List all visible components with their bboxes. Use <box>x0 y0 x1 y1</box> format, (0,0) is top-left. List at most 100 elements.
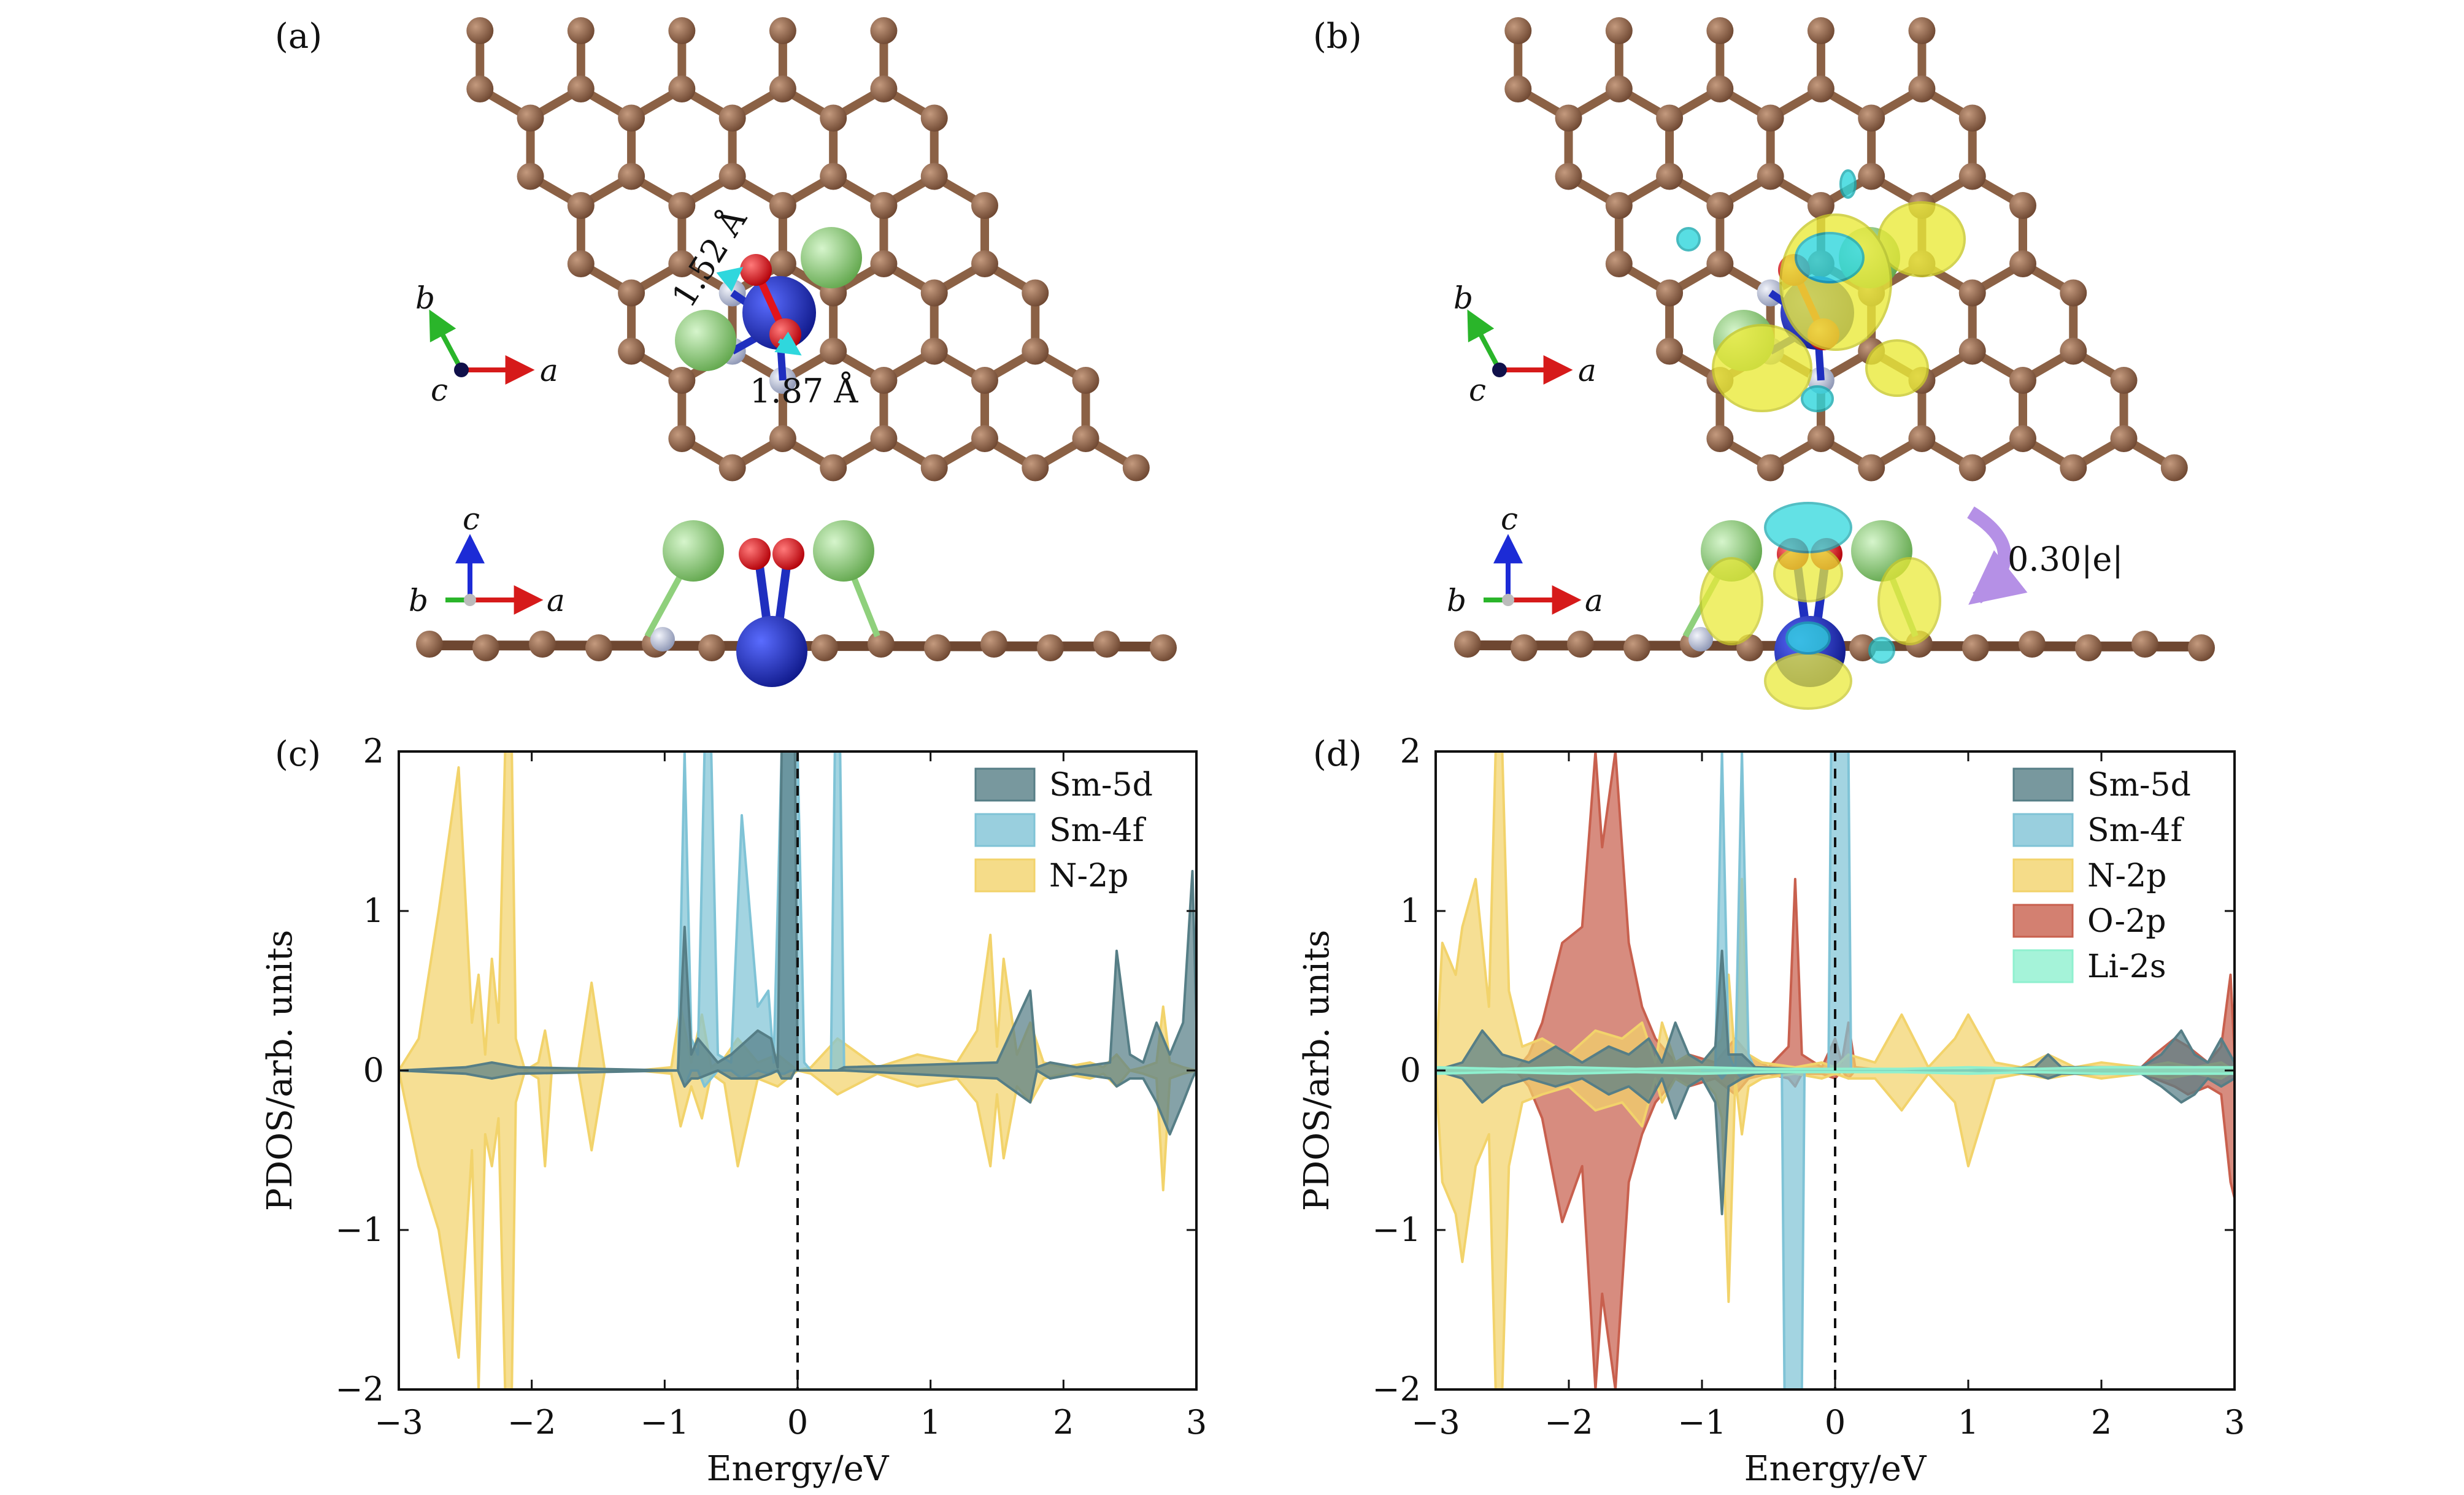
axis-triad-top: a b c <box>1453 280 1596 408</box>
nitrogen-atom-side <box>1688 627 1713 651</box>
legend-label: Sm-4f <box>1049 812 1147 849</box>
carbon-atom <box>2060 279 2087 307</box>
panel-label-c: (c) <box>275 734 321 774</box>
carbon-atom <box>820 337 847 365</box>
carbon-atom <box>1656 279 1684 307</box>
carbon-atom <box>1022 454 1049 482</box>
carbon-atom <box>1958 279 1986 307</box>
carbon-atom <box>1858 454 1885 482</box>
carbon-atom <box>567 75 595 102</box>
carbon-atom <box>870 367 898 394</box>
carbon-atom <box>1958 104 1986 132</box>
y-axis-label: PDOS/arb. units <box>260 930 300 1212</box>
carbon-atom <box>2160 454 2188 482</box>
bond-arrow <box>716 267 744 292</box>
isosurface-positive <box>1712 324 1812 412</box>
carbon-atom <box>618 163 645 190</box>
legend: Sm-5d Sm-4f N-2p O-2p Li-2s <box>2012 767 2191 985</box>
carbon-atom <box>668 17 696 44</box>
a-axis-letter-side: a <box>1585 583 1603 618</box>
y-tick-label: −1 <box>335 1210 384 1249</box>
carbon-atom-side <box>1511 634 1538 661</box>
carbon-atom <box>971 425 998 452</box>
carbon-atom <box>2060 337 2087 365</box>
carbon-atom <box>618 104 645 132</box>
carbon-atom <box>618 337 645 365</box>
isosurface-negative-side <box>1764 502 1852 553</box>
series-area-sm-5d <box>1436 950 2235 1215</box>
y-tick-label: 1 <box>1400 891 1421 930</box>
b-axis-arrow <box>1467 309 1502 371</box>
x-tick-label: 1 <box>920 1403 941 1442</box>
carbon-atom <box>567 17 595 44</box>
carbon-atom <box>920 337 948 365</box>
carbon-atom <box>2110 367 2138 394</box>
carbon-atom <box>618 279 645 307</box>
carbon-atom <box>1504 17 1532 44</box>
carbon-atom <box>769 17 796 44</box>
carbon-atom <box>769 192 796 219</box>
carbon-atom <box>668 250 696 277</box>
carbon-atom <box>1122 454 1150 482</box>
y-tick-label: 2 <box>363 732 384 771</box>
legend-swatch <box>2012 949 2074 983</box>
x-tick-label: 2 <box>2091 1403 2112 1442</box>
y-tick-label: −2 <box>1372 1370 1421 1409</box>
carbon-atom <box>1908 17 1936 44</box>
charge-density-isosurface <box>1676 169 1966 412</box>
panel-label-a: (a) <box>275 17 322 56</box>
isosurface-negative <box>1795 232 1865 283</box>
panel-label-b: (b) <box>1313 17 1362 56</box>
carbon-atom <box>2110 425 2138 452</box>
b-axis-letter: b <box>415 280 435 316</box>
samarium-atom-side <box>736 616 807 687</box>
legend: Sm-5d Sm-4f N-2p <box>974 767 1153 894</box>
c-axis-letter: c <box>431 372 448 408</box>
charge-transfer-label: 0.30|e| <box>2008 540 2123 578</box>
carbon-atom <box>668 75 696 102</box>
y-tick-label: −2 <box>335 1370 384 1409</box>
axis-triad-side: a c b <box>409 501 565 618</box>
carbon-atom <box>718 104 746 132</box>
carbon-atom <box>517 104 544 132</box>
a-axis-letter-side: a <box>547 583 565 618</box>
carbon-atom <box>870 192 898 219</box>
adsorbate <box>675 227 862 381</box>
carbon-atom <box>1656 104 1684 132</box>
oxygen-atom-side <box>739 538 771 570</box>
carbon-atom <box>1706 192 1734 219</box>
carbon-atom-side <box>2131 631 2158 658</box>
carbon-atom <box>718 163 746 190</box>
a-axis-letter: a <box>540 353 558 388</box>
b-axis-letter-side: b <box>1447 583 1466 618</box>
carbon-atom <box>668 367 696 394</box>
carbon-atom-side <box>811 634 838 661</box>
carbon-atom <box>769 75 796 102</box>
legend-label: O-2p <box>2087 903 2166 940</box>
legend-label: N-2p <box>1049 858 1128 894</box>
carbon-atom <box>1807 425 1835 452</box>
carbon-atom-side <box>868 631 895 658</box>
carbon-atom <box>820 454 847 482</box>
y-tick-label: 1 <box>363 891 384 930</box>
x-axis-label: Energy/eV <box>1744 1449 1927 1489</box>
origin-dot <box>1502 594 1514 606</box>
y-tick-label: 0 <box>1400 1051 1421 1090</box>
carbon-atom <box>2009 367 2036 394</box>
carbon-atom-side <box>1150 634 1177 661</box>
carbon-atom <box>971 192 998 219</box>
carbon-atom <box>517 163 544 190</box>
carbon-atom <box>1858 104 1885 132</box>
y-tick-label: 0 <box>363 1051 384 1090</box>
carbon-atom <box>1908 75 1936 102</box>
carbon-atom <box>2009 192 2036 219</box>
carbon-atom-side <box>1454 631 1481 658</box>
isosurface-negative-side <box>1868 637 1895 664</box>
series-area-sm-5d <box>399 751 1196 1136</box>
charge-density-isosurface-side <box>1700 502 1941 710</box>
carbon-atom <box>2009 425 2036 452</box>
carbon-atom <box>870 425 898 452</box>
carbon-atom-side <box>416 631 443 658</box>
